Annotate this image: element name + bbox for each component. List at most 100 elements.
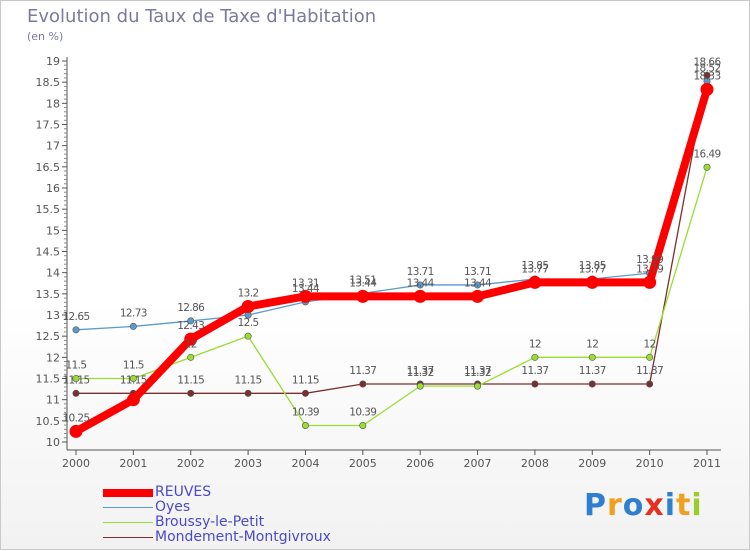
data-label-reuves: 12.43 — [177, 320, 204, 332]
y-tick-label: 10.5 — [36, 415, 61, 428]
data-label-mondement-montgivroux: 18.66 — [693, 56, 721, 68]
logo-letter: x — [644, 488, 665, 523]
data-label-oyes: 12.86 — [177, 302, 205, 314]
data-label-broussy-le-petit: 11.32 — [407, 367, 434, 379]
data-point-mondement-montgivroux — [301, 389, 309, 397]
data-point-mondement-montgivroux — [187, 389, 195, 397]
data-label-oyes: 13.71 — [407, 266, 434, 278]
data-point-reuves — [585, 275, 599, 289]
data-point-reuves — [413, 289, 427, 303]
data-label-oyes: 12.73 — [120, 307, 147, 319]
data-point-broussy-le-petit — [244, 332, 252, 340]
legend-swatch-oyes — [103, 507, 153, 508]
proxiti-logo: Proxiti — [584, 488, 703, 523]
data-point-mondement-montgivroux — [359, 380, 367, 388]
data-label-mondement-montgivroux: 11.37 — [349, 365, 376, 377]
y-tick-label: 18 — [46, 97, 60, 110]
data-point-reuves — [700, 82, 714, 96]
data-label-mondement-montgivroux: 11.15 — [235, 374, 262, 386]
y-tick-label: 16.5 — [36, 161, 61, 174]
data-point-oyes — [416, 281, 424, 289]
data-label-broussy-le-petit: 11.5 — [123, 360, 144, 372]
data-point-reuves — [528, 275, 542, 289]
data-label-reuves: 13.77 — [579, 263, 606, 275]
logo-letter: P — [584, 488, 607, 523]
data-point-reuves — [69, 424, 83, 438]
data-label-mondement-montgivroux: 11.15 — [62, 374, 89, 386]
legend-label-mondement-montgivroux: Mondement-Montgivroux — [155, 529, 331, 545]
data-point-broussy-le-petit — [646, 353, 654, 361]
data-label-broussy-le-petit: 10.39 — [292, 406, 319, 418]
data-point-mondement-montgivroux — [646, 380, 654, 388]
data-label-reuves: 13.44 — [349, 277, 377, 289]
data-label-broussy-le-petit: 11.5 — [66, 360, 87, 372]
data-label-broussy-le-petit: 12.5 — [238, 317, 259, 329]
data-point-reuves — [356, 289, 370, 303]
x-tick-label: 2011 — [693, 457, 721, 470]
y-tick-label: 19 — [46, 55, 60, 68]
x-tick-label: 2001 — [119, 457, 147, 470]
data-point-broussy-le-petit — [187, 353, 195, 361]
x-tick-label: 2005 — [349, 457, 377, 470]
data-label-mondement-montgivroux: 11.37 — [464, 365, 491, 377]
data-point-oyes — [129, 322, 137, 330]
data-point-mondement-montgivroux — [531, 380, 539, 388]
y-tick-label: 15.5 — [36, 203, 61, 216]
data-label-reuves: 13.44 — [464, 277, 492, 289]
data-label-oyes: 18.52 — [693, 62, 720, 74]
y-tick-label: 12.5 — [36, 330, 61, 343]
logo-letter: o — [622, 488, 645, 523]
data-label-reuves: 13.31 — [292, 277, 319, 289]
series-line-reuves — [72, 85, 711, 436]
data-label-broussy-le-petit: 12 — [644, 338, 656, 350]
chart-title: Evolution du Taux de Taxe d'Habitation — [27, 6, 377, 27]
data-point-broussy-le-petit — [129, 374, 137, 382]
legend-swatch-reuves — [103, 489, 153, 497]
data-label-reuves: 13.77 — [521, 263, 548, 275]
data-label-mondement-montgivroux: 11.37 — [407, 365, 434, 377]
data-point-broussy-le-petit — [72, 374, 80, 382]
data-label-broussy-le-petit: 11.32 — [464, 367, 491, 379]
x-tick-label: 2008 — [521, 457, 549, 470]
x-tick-label: 2000 — [62, 457, 90, 470]
logo-letter: r — [607, 488, 623, 523]
data-point-broussy-le-petit — [416, 382, 424, 390]
data-label-broussy-le-petit: 12 — [185, 338, 197, 350]
data-label-oyes: 13.71 — [464, 266, 491, 278]
y-tick-label: 11 — [46, 394, 60, 407]
logo-letter: t — [676, 488, 692, 523]
data-point-reuves — [471, 289, 485, 303]
legend-label-oyes: Oyes — [155, 499, 191, 515]
data-point-reuves — [298, 289, 312, 303]
data-label-mondement-montgivroux: 11.15 — [120, 374, 147, 386]
series-line-broussy-le-petit — [75, 166, 708, 427]
data-label-mondement-montgivroux: 11.37 — [636, 365, 663, 377]
data-label-reuves: 13.44 — [407, 277, 435, 289]
data-point-reuves — [184, 332, 198, 346]
data-label-reuves: 13.79 — [636, 263, 663, 275]
data-point-broussy-le-petit — [531, 353, 539, 361]
y-tick-label: 14.5 — [36, 246, 61, 259]
data-point-reuves — [241, 300, 255, 314]
data-point-mondement-montgivroux — [244, 389, 252, 397]
data-label-mondement-montgivroux: 11.15 — [292, 374, 319, 386]
y-tick-label: 17.5 — [36, 119, 61, 132]
data-point-oyes — [187, 317, 195, 325]
data-label-broussy-le-petit: 12 — [586, 338, 598, 350]
x-tick-label: 2002 — [177, 457, 205, 470]
data-label-reuves: 18.33 — [693, 70, 720, 82]
legend-label-broussy-le-petit: Broussy-le-Petit — [155, 514, 265, 530]
data-label-reuves: 13.2 — [238, 288, 259, 300]
y-tick-label: 13.5 — [36, 288, 61, 301]
y-tick-label: 18.5 — [36, 76, 61, 89]
data-label-oyes: 13.99 — [636, 254, 663, 266]
data-point-mondement-montgivroux — [588, 380, 596, 388]
logo-letter: i — [664, 488, 677, 523]
data-label-oyes: 13.44 — [292, 283, 320, 295]
x-tick-label: 2006 — [406, 457, 434, 470]
data-point-broussy-le-petit — [301, 421, 309, 429]
data-label-mondement-montgivroux: 11.37 — [579, 365, 606, 377]
data-point-broussy-le-petit — [588, 353, 596, 361]
x-tick-label: 2009 — [578, 457, 606, 470]
